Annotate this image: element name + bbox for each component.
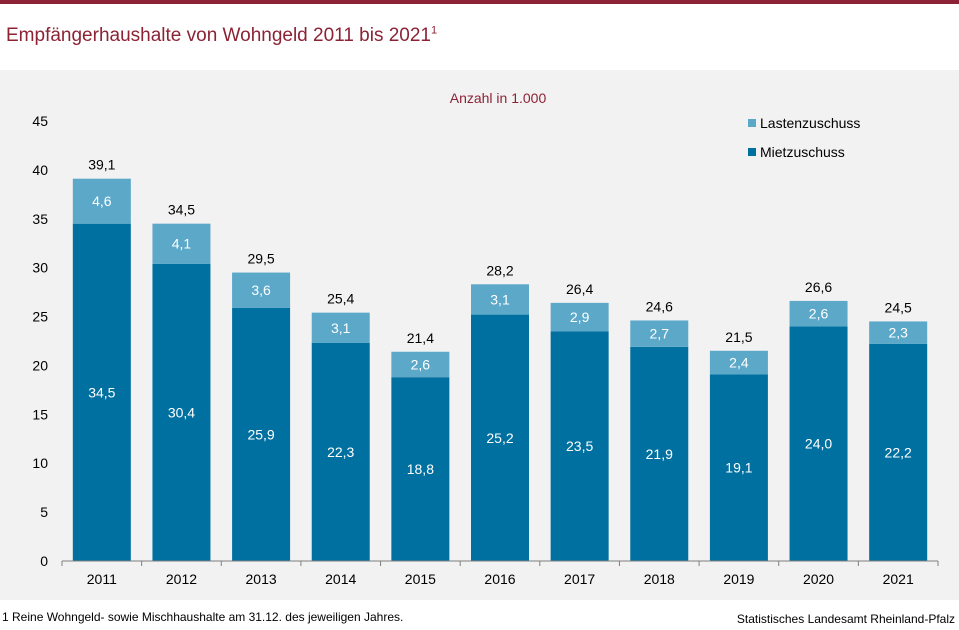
bar-lastenzuschuss [391,351,450,378]
bar-mietzuschuss [630,346,689,561]
data-label-total: 39,1 [88,157,115,173]
y-tick-label: 20 [32,357,48,373]
bar-mietzuschuss [232,307,291,561]
legend-swatch [748,148,756,156]
bar-lastenzuschuss [311,312,370,343]
bar-mietzuschuss [311,342,370,561]
bar-mietzuschuss [152,263,211,561]
y-tick-label: 30 [32,260,48,276]
legend-label: Mietzuschuss [760,144,845,160]
x-tick-label: 2019 [723,571,754,587]
x-tick-label: 2014 [325,571,356,587]
legend-swatch [748,119,756,127]
data-label-mietzuschuss: 30,4 [168,404,195,420]
y-tick-label: 15 [32,406,48,422]
y-tick-label: 40 [32,162,48,178]
chart-title: Empfängerhaushalte von Wohngeld 2011 bis… [6,24,438,46]
data-label-lastenzuschuss: 3,1 [490,291,510,307]
bar-mietzuschuss [789,326,848,561]
x-tick-label: 2015 [405,571,436,587]
data-label-lastenzuschuss: 3,6 [251,282,271,298]
y-tick-label: 35 [32,211,48,227]
bar-mietzuschuss [391,377,450,561]
x-tick-label: 2016 [484,571,515,587]
bar-lastenzuschuss [630,320,689,347]
bar-chart: Anzahl in 1.000 0 5 10 15 20 25 30 35 40 45 34,5 4,6… [32,90,939,587]
data-label-total: 34,5 [168,202,195,218]
x-tick-label: 2021 [883,571,914,587]
data-label-mietzuschuss: 34,5 [88,384,115,400]
data-label-lastenzuschuss: 2,6 [809,306,829,322]
top-rule [0,0,959,4]
bar-mietzuschuss [709,374,768,561]
bar-lastenzuschuss [869,321,928,344]
source-credit: Statistisches Landesamt Rheinland-Pfalz [736,612,955,626]
data-label-total: 25,4 [327,291,354,307]
data-label-mietzuschuss: 18,8 [407,461,434,477]
data-label-mietzuschuss: 22,2 [885,444,912,460]
title-bar: Empfängerhaushalte von Wohngeld 2011 bis… [0,4,959,68]
y-tick-label: 5 [40,504,48,520]
data-label-lastenzuschuss: 2,4 [729,355,749,371]
data-label-mietzuschuss: 19,1 [725,460,752,476]
bar-mietzuschuss [869,343,928,561]
data-label-total: 26,4 [566,281,593,297]
data-label-total: 21,5 [725,329,752,345]
bar-lastenzuschuss [72,178,131,224]
data-label-mietzuschuss: 25,2 [486,430,513,446]
data-label-lastenzuschuss: 3,1 [331,320,351,336]
x-tick-label: 2011 [87,571,117,587]
data-label-mietzuschuss: 22,3 [327,444,354,460]
footer: 1 Reine Wohngeld- sowie Mischhaushalte a… [0,600,959,630]
bar-lastenzuschuss [471,284,529,315]
footnote-marker: 1 [431,24,438,37]
data-label-total: 29,5 [247,251,274,267]
data-label-mietzuschuss: 21,9 [646,446,673,462]
chart-subtitle: Anzahl in 1.000 [450,90,547,106]
bar-lastenzuschuss [152,223,211,264]
x-tick-label: 2017 [564,571,595,587]
legend-label: Lastenzuschuss [760,115,860,131]
y-tick-label: 10 [32,455,48,471]
data-label-lastenzuschuss: 2,9 [570,309,590,325]
data-label-mietzuschuss: 24,0 [805,436,832,452]
data-label-lastenzuschuss: 4,1 [172,236,192,252]
data-label-total: 24,5 [885,299,912,315]
data-label-total: 28,2 [486,262,513,278]
bar-mietzuschuss [471,314,529,561]
x-tick-label: 2018 [644,571,675,587]
y-tick-label: 0 [40,553,48,569]
data-label-lastenzuschuss: 4,6 [92,193,112,209]
bar-lastenzuschuss [232,272,291,308]
y-tick-label: 25 [32,309,48,325]
data-label-lastenzuschuss: 2,6 [411,356,431,372]
data-label-mietzuschuss: 25,9 [247,426,274,442]
data-label-lastenzuschuss: 2,3 [888,325,908,341]
y-tick-label: 45 [32,113,48,129]
bar-lastenzuschuss [789,300,848,327]
bar-lastenzuschuss [550,302,609,332]
x-tick-label: 2013 [246,571,277,587]
bar-lastenzuschuss [709,350,768,375]
x-tick-label: 2012 [166,571,197,587]
data-label-lastenzuschuss: 2,7 [650,326,670,342]
bar-mietzuschuss [72,223,131,561]
data-label-total: 21,4 [407,330,434,346]
data-label-mietzuschuss: 23,5 [566,438,593,454]
footnote: 1 Reine Wohngeld- sowie Mischhaushalte a… [2,610,404,624]
data-label-total: 24,6 [646,298,673,314]
bar-mietzuschuss [550,331,609,561]
x-tick-label: 2020 [803,571,834,587]
data-label-total: 26,6 [805,279,832,295]
